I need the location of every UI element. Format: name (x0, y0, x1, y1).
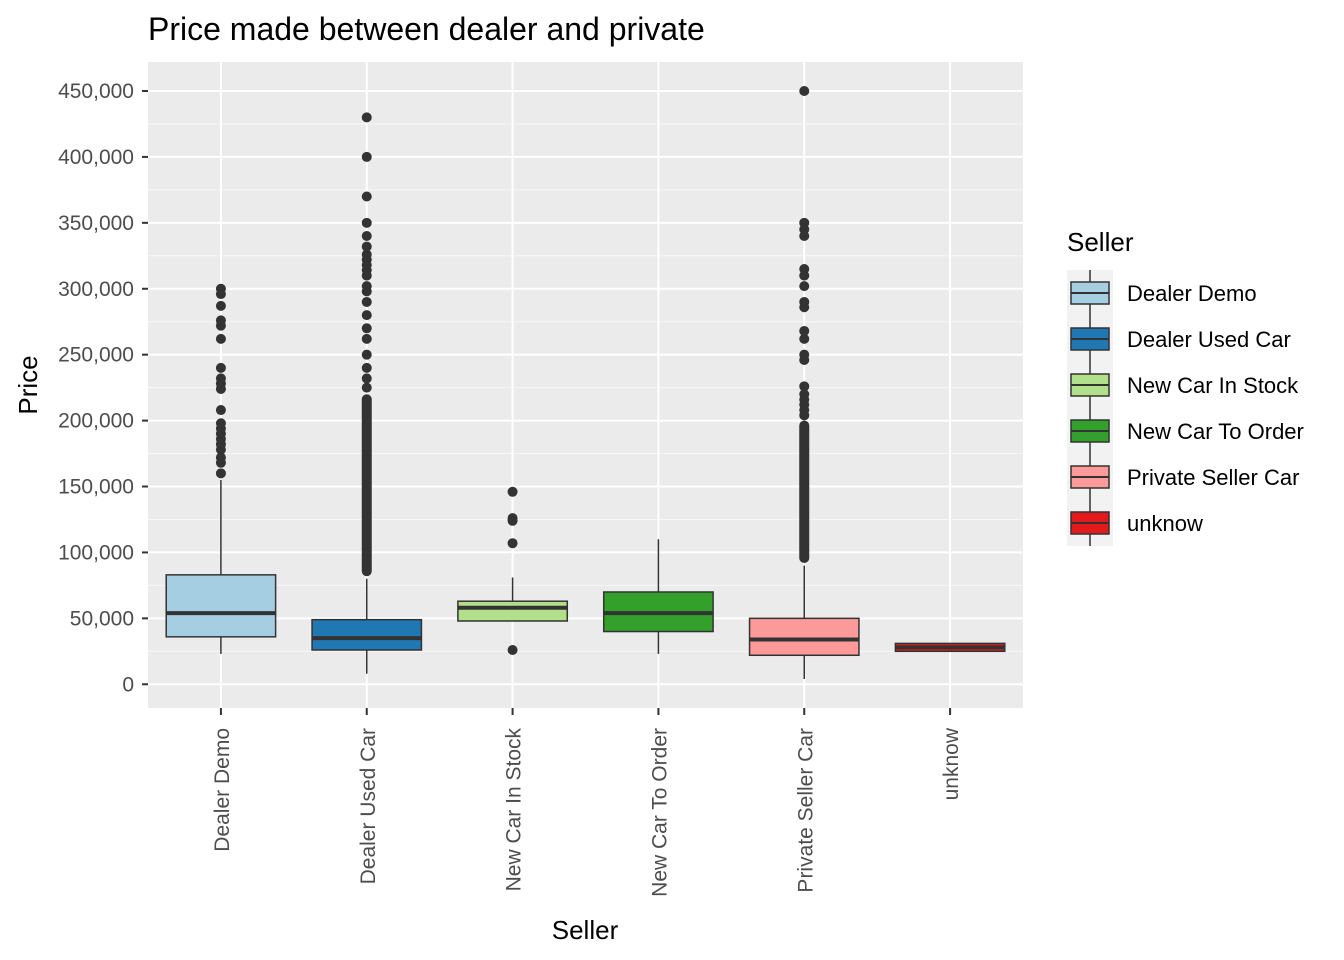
y-tick-label: 50,000 (70, 607, 134, 630)
outlier-point (799, 281, 810, 292)
y-axis-title: Price (13, 355, 43, 414)
y-tick-label: 100,000 (58, 541, 134, 564)
outlier-point (799, 389, 810, 400)
outlier-point (361, 373, 372, 384)
box (748, 617, 860, 657)
legend-item: Dealer Used Car (1070, 316, 1291, 362)
boxplot-private-seller-car (748, 86, 860, 679)
outlier-point (215, 315, 226, 326)
y-tick-label: 200,000 (58, 410, 134, 433)
outlier-cluster (799, 420, 810, 563)
outlier-point (507, 644, 518, 655)
outlier-point (361, 349, 372, 360)
y-axis: 0 50,000 100,000 150,000 200,000 250,000 300,0… (58, 80, 148, 696)
outlier-point (507, 486, 518, 497)
outlier-cluster (361, 394, 372, 577)
x-tick-label: Dealer Used Car (357, 728, 380, 884)
boxplot-unknow (894, 642, 1006, 653)
x-tick-label: New Car In Stock (503, 728, 526, 892)
box (457, 600, 569, 622)
outlier-point (799, 296, 810, 307)
x-tick-label: unknow (940, 727, 963, 800)
outlier-point (799, 217, 810, 228)
outlier-point (361, 310, 372, 321)
outlier-point (361, 151, 372, 162)
legend-item: New Car To Order (1070, 408, 1304, 454)
outlier-point (215, 373, 226, 384)
outlier-point (361, 382, 372, 393)
y-tick-label: 0 (122, 673, 134, 696)
legend-item: Dealer Demo (1070, 270, 1257, 316)
legend-label: Dealer Demo (1127, 281, 1257, 306)
legend-label: Private Seller Car (1127, 465, 1299, 490)
outlier-point (215, 418, 226, 429)
outlier-point (215, 452, 226, 463)
outlier-point (799, 325, 810, 336)
outlier-point (361, 323, 372, 334)
y-tick-label: 300,000 (58, 278, 134, 301)
chart-title: Price made between dealer and private (148, 11, 705, 47)
boxplot-new-car-in-stock (457, 486, 569, 655)
legend: Seller Dealer Demo Dealer Used Car New Car… (1067, 227, 1304, 546)
outlier-point (361, 281, 372, 292)
legend-label: New Car In Stock (1127, 373, 1299, 398)
outlier-point (361, 362, 372, 373)
x-axis: Dealer Demo Dealer Used Car New Car In Sto… (211, 708, 963, 897)
legend-item: Private Seller Car (1070, 454, 1299, 500)
outlier-point (361, 191, 372, 202)
outlier-point (215, 362, 226, 373)
legend-label: Dealer Used Car (1127, 327, 1291, 352)
outlier-point (507, 538, 518, 549)
boxplot-dealer-demo (165, 283, 277, 654)
x-tick-label: New Car To Order (648, 728, 671, 897)
outlier-point (361, 296, 372, 307)
y-tick-label: 450,000 (58, 80, 134, 103)
outlier-point (799, 86, 810, 97)
y-tick-label: 250,000 (58, 344, 134, 367)
outlier-point (799, 263, 810, 274)
boxplot-dealer-used-car (311, 112, 423, 674)
x-axis-title: Seller (552, 915, 619, 945)
legend-title: Seller (1067, 227, 1134, 257)
boxplots (165, 86, 1006, 679)
x-tick-label: Dealer Demo (211, 728, 234, 852)
outlier-point (799, 333, 810, 344)
legend-item: unknow (1070, 500, 1203, 546)
outlier-point (799, 381, 810, 392)
outlier-point (215, 300, 226, 311)
legend-label: unknow (1127, 511, 1203, 536)
outlier-point (361, 241, 372, 252)
outlier-point (799, 349, 810, 360)
outlier-point (215, 405, 226, 416)
outlier-point (361, 249, 372, 260)
outlier-point (215, 333, 226, 344)
x-tick-label: Private Seller Car (794, 728, 817, 893)
outlier-point (361, 217, 372, 228)
boxplot-new-car-to-order (602, 539, 714, 654)
y-tick-label: 400,000 (58, 146, 134, 169)
y-tick-label: 350,000 (58, 212, 134, 235)
box (165, 574, 277, 638)
legend-label: New Car To Order (1127, 419, 1304, 444)
legend-item: New Car In Stock (1070, 362, 1299, 408)
outlier-point (361, 333, 372, 344)
plot-panel (148, 62, 1023, 708)
outlier-point (507, 513, 518, 524)
y-tick-label: 150,000 (58, 476, 134, 499)
outlier-point (361, 231, 372, 242)
outlier-point (361, 112, 372, 123)
box (311, 618, 423, 651)
outlier-point (215, 283, 226, 294)
outlier-point (215, 468, 226, 479)
